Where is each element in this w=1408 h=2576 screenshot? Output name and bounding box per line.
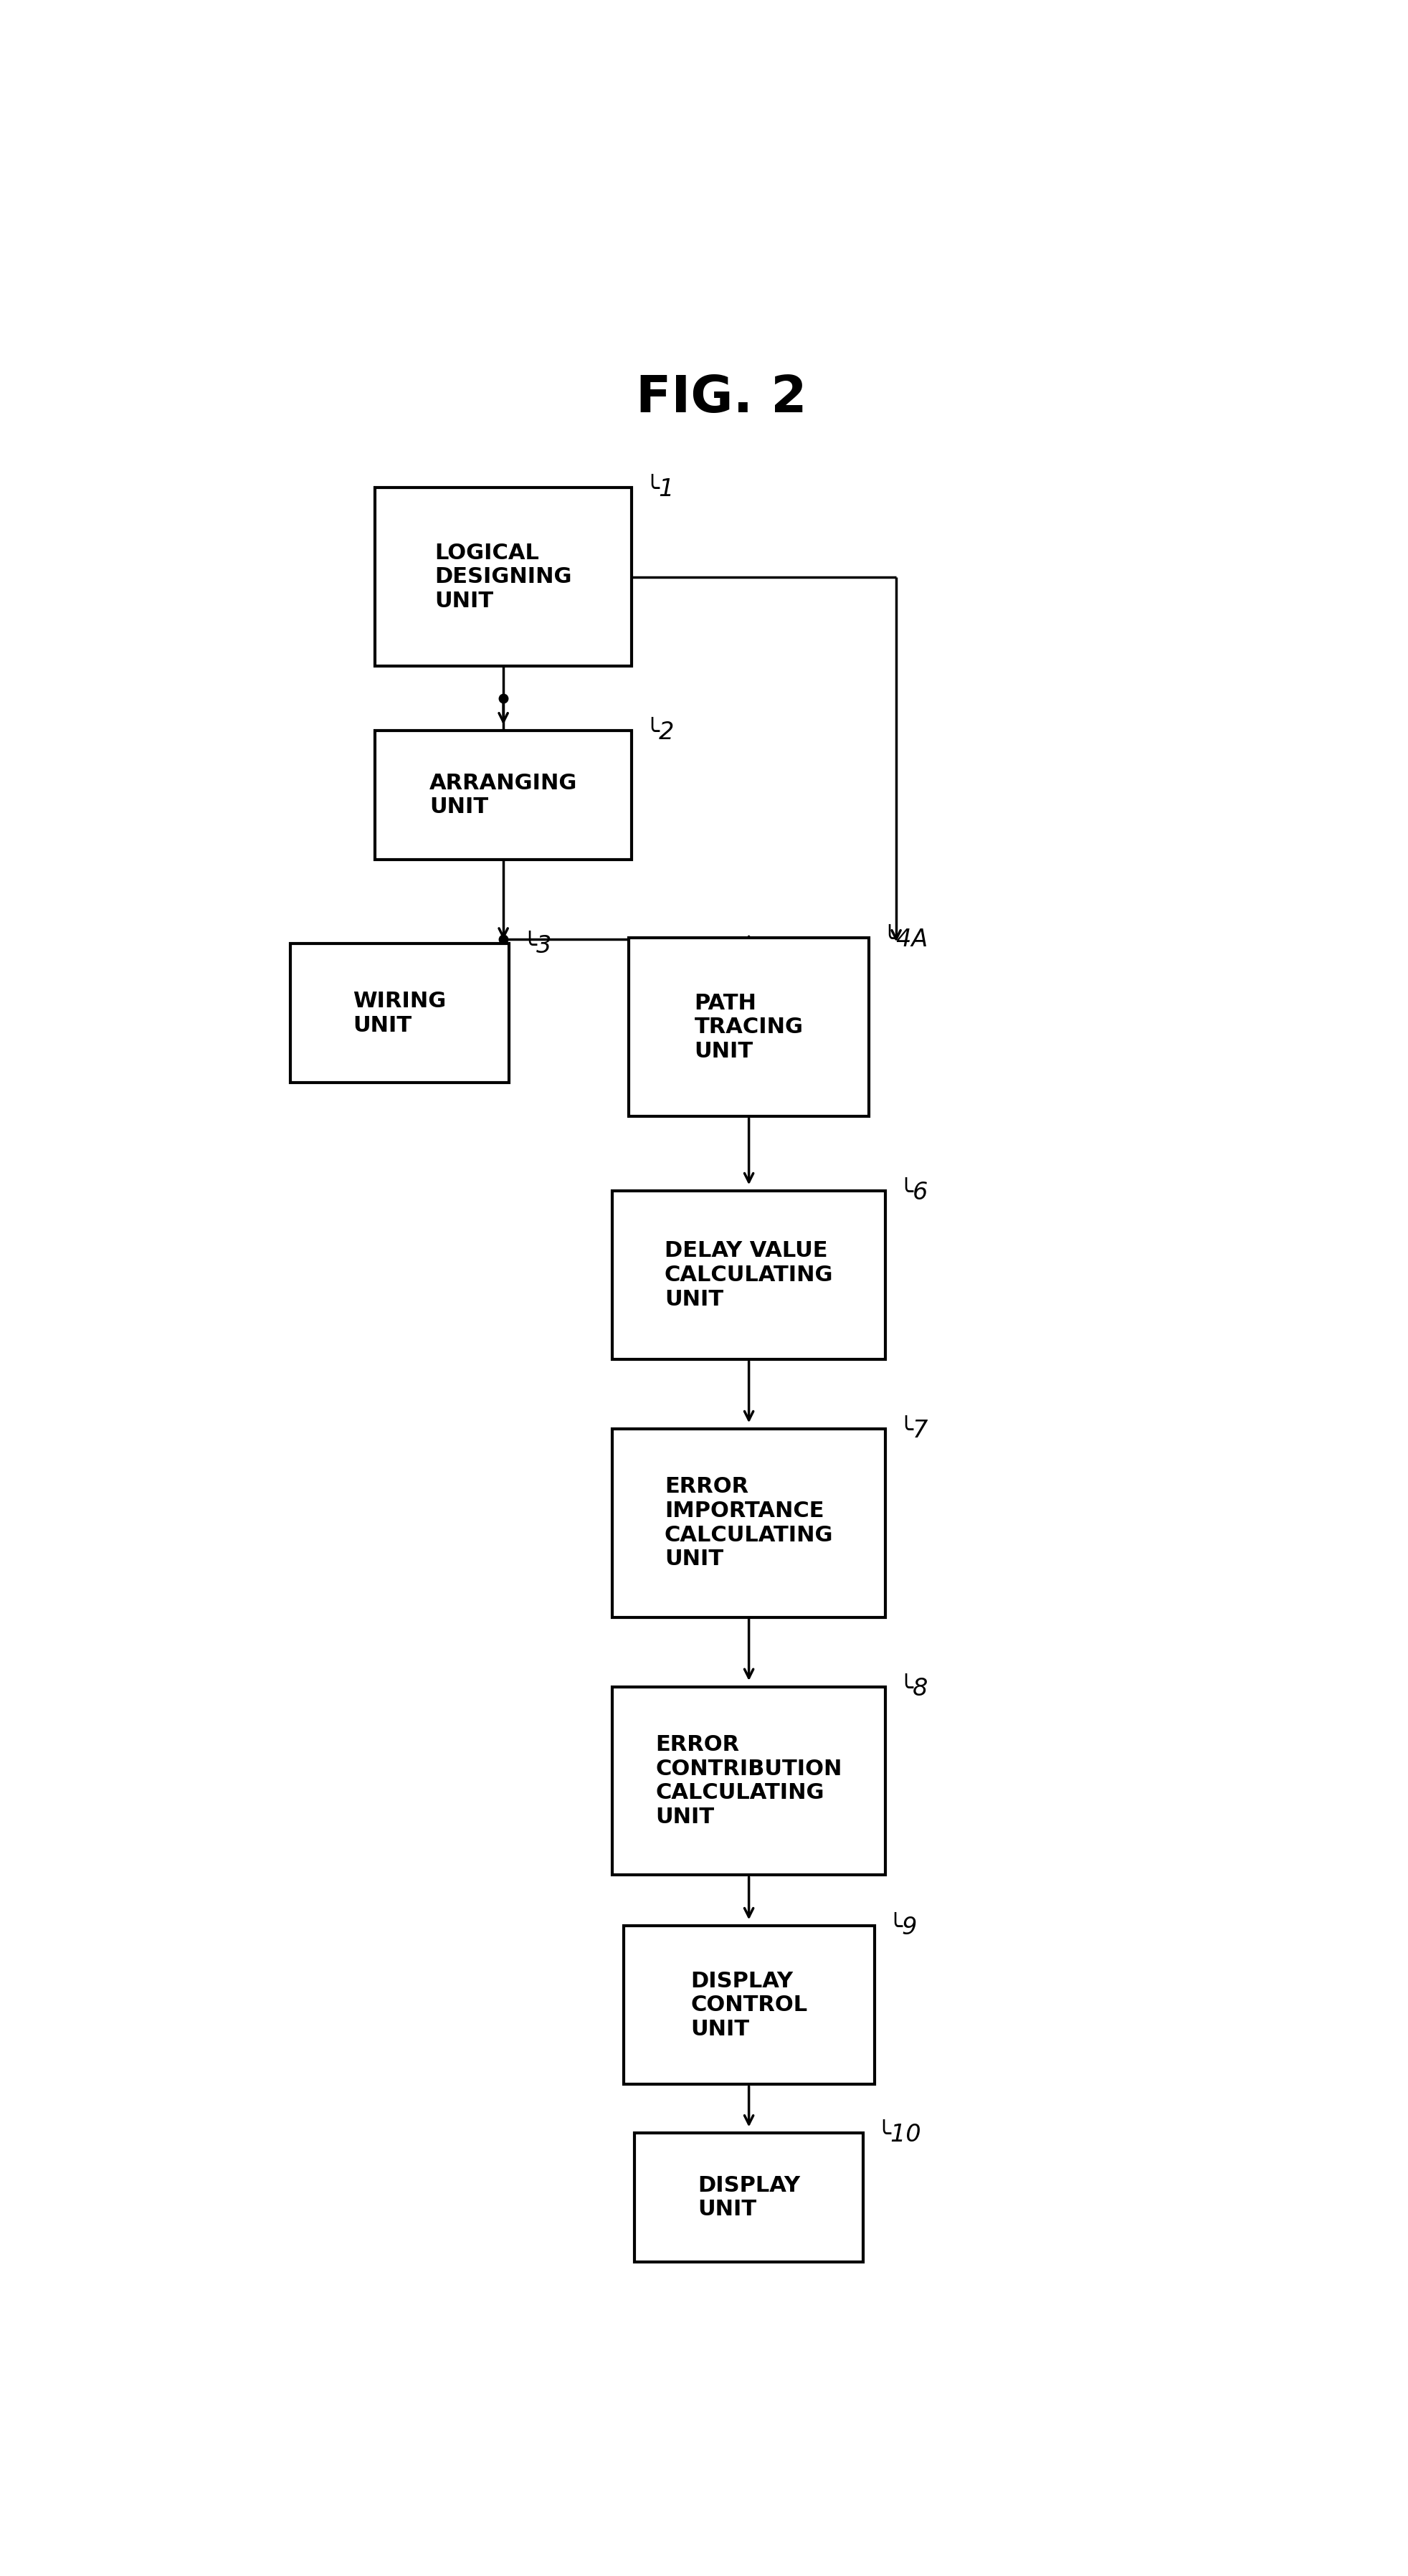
Bar bbox=[375, 487, 632, 667]
Text: ╰7: ╰7 bbox=[898, 1419, 928, 1443]
Text: ╰6: ╰6 bbox=[898, 1180, 928, 1206]
Text: DELAY VALUE
CALCULATING
UNIT: DELAY VALUE CALCULATING UNIT bbox=[665, 1242, 834, 1309]
Text: DISPLAY
UNIT: DISPLAY UNIT bbox=[697, 2174, 800, 2221]
Text: WIRING
UNIT: WIRING UNIT bbox=[353, 992, 446, 1036]
Bar bbox=[612, 1687, 886, 1875]
Text: DISPLAY
CONTROL
UNIT: DISPLAY CONTROL UNIT bbox=[690, 1971, 807, 2040]
Bar bbox=[624, 1927, 874, 2084]
Text: ╰2: ╰2 bbox=[645, 721, 674, 744]
Text: ERROR
IMPORTANCE
CALCULATING
UNIT: ERROR IMPORTANCE CALCULATING UNIT bbox=[665, 1476, 834, 1569]
Bar bbox=[634, 2133, 863, 2262]
Text: ╰3: ╰3 bbox=[522, 935, 552, 958]
Text: PATH
TRACING
UNIT: PATH TRACING UNIT bbox=[694, 992, 804, 1061]
Text: ╰8: ╰8 bbox=[898, 1677, 928, 1700]
Text: ╰1: ╰1 bbox=[645, 477, 674, 502]
Text: ERROR
CONTRIBUTION
CALCULATING
UNIT: ERROR CONTRIBUTION CALCULATING UNIT bbox=[656, 1734, 842, 1826]
Bar bbox=[612, 1430, 886, 1618]
Text: ╰9: ╰9 bbox=[887, 1917, 917, 1940]
Bar bbox=[612, 1190, 886, 1360]
Text: ╰4A: ╰4A bbox=[881, 927, 928, 951]
Text: ╰10: ╰10 bbox=[877, 2123, 921, 2146]
Bar bbox=[375, 732, 632, 860]
Text: LOGICAL
DESIGNING
UNIT: LOGICAL DESIGNING UNIT bbox=[435, 544, 572, 611]
Bar bbox=[290, 943, 508, 1082]
Text: FIG. 2: FIG. 2 bbox=[636, 374, 807, 422]
Bar bbox=[629, 938, 869, 1115]
Text: ARRANGING
UNIT: ARRANGING UNIT bbox=[429, 773, 577, 817]
